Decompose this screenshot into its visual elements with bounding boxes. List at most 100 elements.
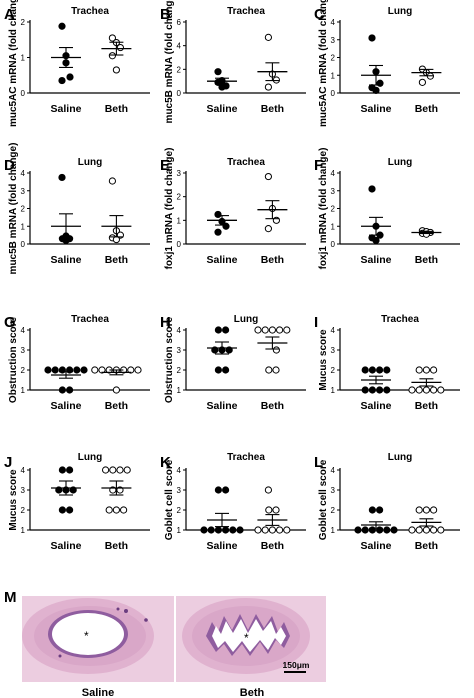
lumen-marker-saline: * xyxy=(84,629,89,643)
y-tick-label: 3 xyxy=(331,486,336,495)
y-tick-label: 0 xyxy=(21,89,26,98)
data-point-beth xyxy=(112,386,121,394)
y-axis-label: muc5B mRNA (fold change) xyxy=(8,143,19,275)
y-tick-label: 4 xyxy=(21,466,26,475)
data-point-beth xyxy=(123,466,131,474)
data-point-beth xyxy=(415,386,423,394)
data-point-beth xyxy=(430,386,438,394)
y-tick-label: 0 xyxy=(177,89,182,98)
panel-label-f: F xyxy=(314,157,323,174)
y-tick-label: 3 xyxy=(331,346,336,355)
x-category-label: Beth xyxy=(105,540,128,552)
y-tick-label: 1 xyxy=(331,71,336,80)
data-point-beth xyxy=(105,506,113,514)
data-point-beth xyxy=(415,506,423,514)
y-tick-label: 3 xyxy=(177,169,182,178)
data-point-beth xyxy=(437,526,445,534)
data-point-saline xyxy=(368,34,376,42)
chart-title: Lung xyxy=(388,6,412,17)
y-tick-label: 4 xyxy=(177,42,182,51)
chart-panel-k: K Trachea Goblet cell score 1 2 3 4 Saline Beth xyxy=(160,452,306,552)
y-tick-label: 0 xyxy=(331,89,336,98)
data-point-saline xyxy=(80,366,88,374)
chart-panel-d: D Lung muc5B mRNA (fold change) 0 1 2 3 4 Saline… xyxy=(4,143,150,275)
panel-label-d: D xyxy=(4,157,15,174)
data-point-saline xyxy=(58,386,67,394)
y-tick-label: 3 xyxy=(21,346,26,355)
chart-title: Trachea xyxy=(227,6,265,17)
y-tick-label: 3 xyxy=(21,187,26,196)
y-tick-label: 1 xyxy=(177,386,182,395)
data-point-beth xyxy=(276,326,284,334)
data-point-beth xyxy=(422,506,430,514)
x-category-label: Saline xyxy=(361,254,392,266)
data-point-beth xyxy=(254,326,262,334)
panel-label-a: A xyxy=(4,6,15,23)
data-point-saline xyxy=(222,222,230,230)
data-point-beth xyxy=(261,526,269,534)
data-point-saline xyxy=(368,185,376,193)
panel-label-g: G xyxy=(4,314,16,331)
data-point-beth xyxy=(264,486,272,494)
x-category-label: Saline xyxy=(207,400,238,412)
y-axis-label: foxj1 mRNA (fold change) xyxy=(318,148,329,270)
data-point-saline xyxy=(368,386,376,394)
panel-label-i: I xyxy=(314,314,318,331)
chart-title: Trachea xyxy=(227,452,265,463)
y-tick-label: 0 xyxy=(331,240,336,249)
data-point-saline xyxy=(66,506,74,514)
data-point-saline xyxy=(66,386,74,394)
y-axis-label: Mucus score xyxy=(318,329,329,391)
y-tick-label: 3 xyxy=(177,486,182,495)
data-point-beth xyxy=(254,526,262,534)
panel-label-m: M xyxy=(4,589,17,606)
data-point-saline xyxy=(222,326,230,334)
x-category-label: Saline xyxy=(51,400,82,412)
chart-panel-i: I Trachea Mucus score 1 2 3 4 Saline Beth xyxy=(314,314,460,412)
data-point-beth xyxy=(108,52,117,60)
data-point-beth xyxy=(120,506,128,514)
data-point-saline xyxy=(66,73,74,81)
data-point-beth xyxy=(265,506,273,514)
data-point-saline xyxy=(200,526,208,534)
y-tick-label: 2 xyxy=(177,193,182,202)
data-point-saline xyxy=(58,466,67,474)
data-point-beth xyxy=(430,526,438,534)
data-point-saline xyxy=(361,386,369,394)
x-category-label: Saline xyxy=(51,540,82,552)
data-point-saline xyxy=(51,366,59,374)
chart-title: Trachea xyxy=(381,314,419,325)
y-tick-label: 1 xyxy=(21,526,26,535)
data-point-saline xyxy=(214,228,222,236)
y-tick-label: 2 xyxy=(21,205,26,214)
data-point-saline xyxy=(58,22,66,30)
data-point-beth xyxy=(272,346,280,354)
chart-title: Lung xyxy=(388,452,412,463)
y-tick-label: 4 xyxy=(331,18,336,27)
data-point-beth xyxy=(422,526,430,534)
data-point-saline xyxy=(222,486,230,494)
x-category-label: Beth xyxy=(105,254,128,266)
data-point-beth xyxy=(430,366,438,374)
chart-title: Lung xyxy=(388,157,412,168)
data-point-saline xyxy=(214,366,222,374)
y-axis-label: Goblet cell score xyxy=(318,459,329,540)
chart-title: Trachea xyxy=(227,157,265,168)
y-axis-label: muc5B mRNA (fold change) xyxy=(164,0,175,123)
data-point-saline xyxy=(372,86,380,94)
y-axis-label: foxj1 mRNA (fold change) xyxy=(164,148,175,270)
y-tick-label: 3 xyxy=(331,187,336,196)
y-tick-label: 2 xyxy=(21,366,26,375)
y-tick-label: 2 xyxy=(177,506,182,515)
y-tick-label: 2 xyxy=(21,506,26,515)
histology-label-saline: Saline xyxy=(82,687,114,698)
data-point-beth xyxy=(261,326,269,334)
data-point-saline xyxy=(361,526,369,534)
data-point-beth xyxy=(418,78,426,86)
x-category-label: Beth xyxy=(415,540,438,552)
x-category-label: Beth xyxy=(261,103,284,115)
y-tick-label: 2 xyxy=(177,65,182,74)
chart-panel-h: H Lung Obstruction score 1 2 3 4 Saline Beth xyxy=(160,314,306,412)
data-point-beth xyxy=(268,526,276,534)
